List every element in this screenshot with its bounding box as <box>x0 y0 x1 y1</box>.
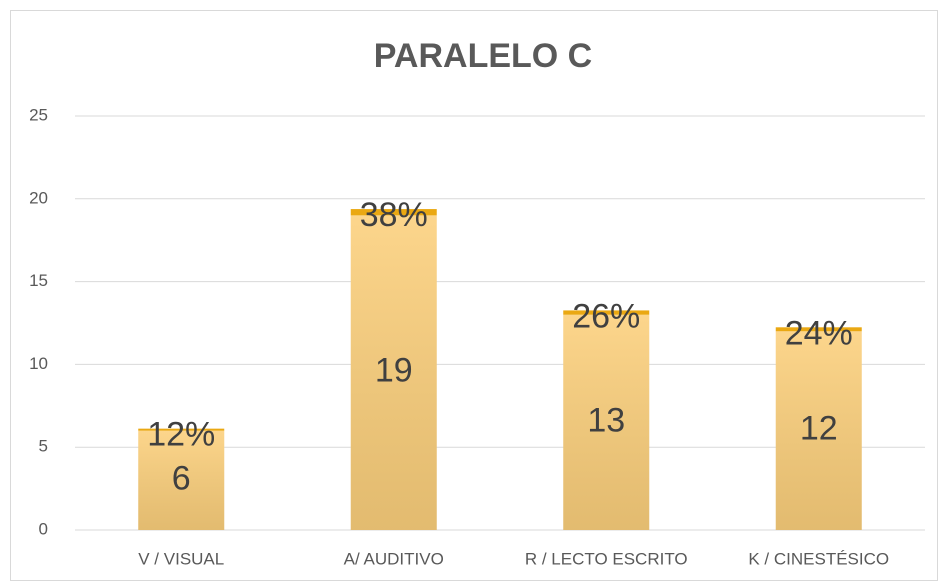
value-label: 13 <box>587 401 625 439</box>
bar-segment <box>138 428 225 431</box>
y-tick-label: 5 <box>39 437 48 456</box>
x-tick-label: V / VISUAL <box>138 549 224 568</box>
y-tick-label: 20 <box>29 188 48 207</box>
y-tick-label: 0 <box>39 519 48 538</box>
value-label: 6 <box>172 459 191 497</box>
y-tick-label: 10 <box>29 354 48 373</box>
value-label: 12 <box>800 410 838 448</box>
bar-shade <box>138 430 225 530</box>
value-label: 12% <box>147 416 215 454</box>
y-tick-label: 15 <box>29 271 48 290</box>
bar-segment <box>350 209 437 216</box>
bar-segment <box>563 310 650 315</box>
value-label: 24% <box>785 314 853 352</box>
value-label: 26% <box>572 297 640 335</box>
x-tick-label: K / CINESTÉSICO <box>748 549 889 568</box>
value-label: 38% <box>360 196 428 234</box>
bar-shade <box>563 314 650 530</box>
y-tick-label: 25 <box>29 105 48 124</box>
bar-shade <box>350 215 437 531</box>
x-tick-label: A/ AUDITIVO <box>344 549 444 568</box>
bar-shade <box>775 331 862 530</box>
chart-title: PARALELO C <box>374 37 592 75</box>
bar-segment <box>775 327 862 332</box>
value-label: 19 <box>375 352 413 390</box>
x-tick-label: R / LECTO ESCRITO <box>525 549 688 568</box>
